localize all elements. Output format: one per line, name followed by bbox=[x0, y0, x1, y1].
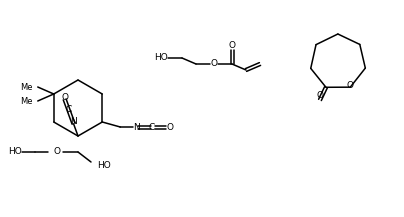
Text: O: O bbox=[53, 148, 61, 156]
Text: O: O bbox=[210, 59, 217, 69]
Text: O: O bbox=[229, 41, 236, 51]
Text: HO: HO bbox=[8, 148, 22, 156]
Text: Me: Me bbox=[20, 97, 33, 105]
Text: HO: HO bbox=[154, 54, 168, 62]
Text: O: O bbox=[61, 93, 68, 102]
Text: C: C bbox=[66, 105, 72, 114]
Text: HO: HO bbox=[97, 161, 111, 169]
Text: N: N bbox=[133, 123, 140, 132]
Text: Me: Me bbox=[20, 82, 33, 92]
Text: C: C bbox=[148, 123, 154, 132]
Text: O: O bbox=[347, 81, 354, 90]
Text: O: O bbox=[167, 123, 174, 132]
Text: O: O bbox=[316, 91, 324, 100]
Text: N: N bbox=[70, 117, 77, 126]
